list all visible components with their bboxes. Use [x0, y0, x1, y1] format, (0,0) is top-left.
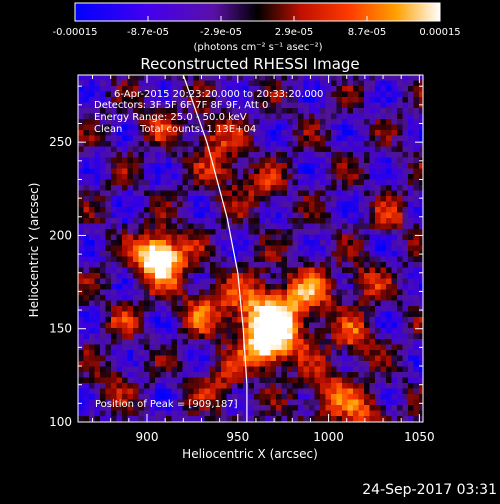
- annotation-clean: Clean: [94, 124, 122, 135]
- x-tick-label: 1050: [404, 430, 435, 444]
- colorbar-tick-label: -2.9e-05: [200, 27, 242, 38]
- colorbar-tick-label: 2.9e-05: [275, 27, 313, 38]
- y-tick-label: 100: [49, 415, 72, 429]
- peak-position-label: Position of Peak = [909,187]: [95, 399, 238, 410]
- colorbar-tick-label: -8.7e-05: [127, 27, 169, 38]
- plot-frame: [77, 74, 424, 423]
- colorbar: [74, 2, 441, 22]
- annotation-counts: Total counts: 1.13E+04: [139, 124, 256, 135]
- chart-title: Reconstructed RHESSI Image: [140, 55, 359, 73]
- colorbar-tick-label: 0.00015: [419, 27, 460, 38]
- annotation-time: 6-Apr-2015 20:23:20.000 to 20:33:20.000: [114, 89, 323, 100]
- x-axis-label: Heliocentric X (arcsec): [182, 447, 318, 461]
- colorbar-tick-label: -0.00015: [53, 27, 98, 38]
- annotation-energy: Energy Range: 25.0 - 50.0 keV: [94, 112, 247, 123]
- colorbar-tick-label: 8.7e-05: [348, 27, 386, 38]
- x-tick-label: 950: [226, 430, 249, 444]
- colorbar-ticks: -0.00015 -8.7e-05 -2.9e-05 2.9e-05 8.7e-05 0.…: [53, 16, 461, 38]
- x-tick-label: 900: [136, 430, 159, 444]
- y-tick-label: 150: [49, 322, 72, 336]
- y-tick-label: 250: [49, 135, 72, 149]
- x-axis-ticks: 900 950 1000 1050: [92, 75, 435, 444]
- annotation-detectors: Detectors: 3F 5F 6F 7F 8F 9F, Att 0: [94, 100, 268, 111]
- footer-timestamp: 24-Sep-2017 03:31: [362, 482, 497, 498]
- y-axis-label: Heliocentric Y (arcsec): [27, 183, 41, 318]
- solar-limb-line: [182, 75, 248, 422]
- colorbar-units: (photons cm⁻² s⁻¹ asec⁻²): [193, 42, 322, 53]
- y-axis-ticks: 100 150 200 250: [49, 85, 423, 429]
- x-tick-label: 1000: [313, 430, 344, 444]
- y-tick-label: 200: [49, 228, 72, 242]
